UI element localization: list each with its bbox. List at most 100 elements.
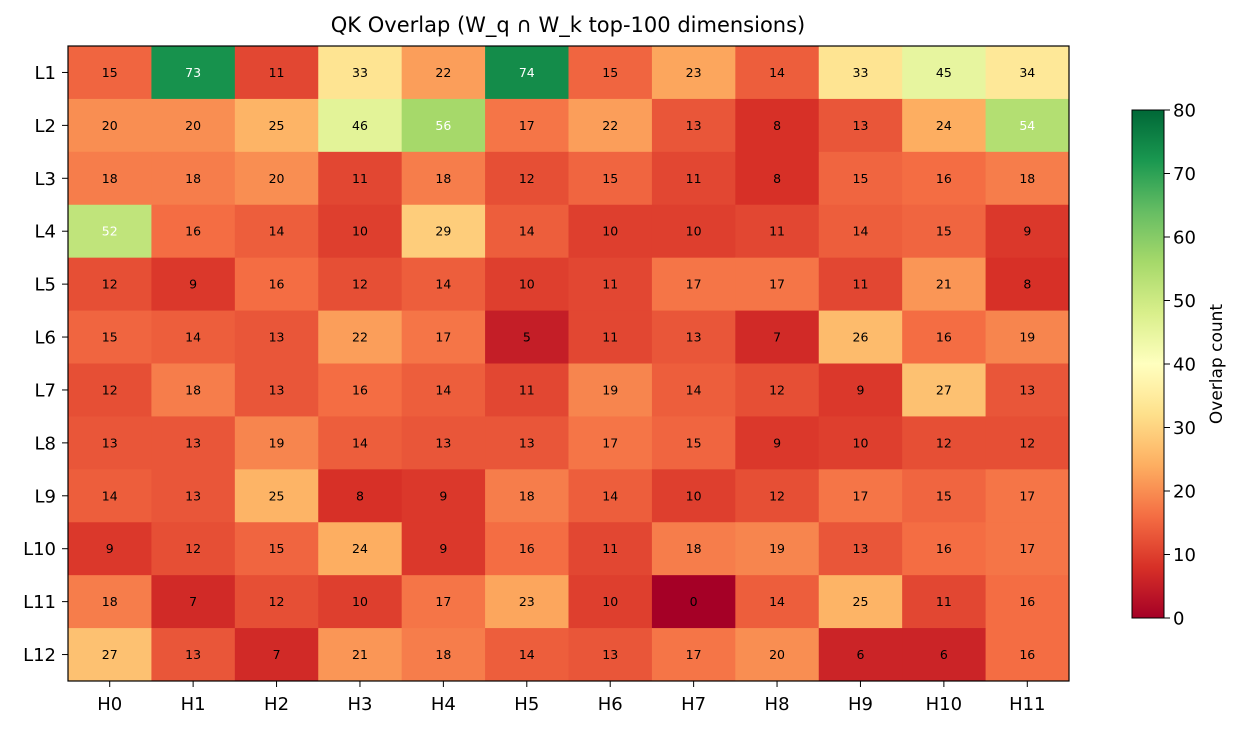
x-tick-label: H3 (347, 694, 372, 715)
cell-value-label: 27 (102, 647, 118, 662)
cell-value-label: 17 (435, 594, 451, 609)
cell-value-label: 17 (1019, 541, 1035, 556)
heatmap-cell (151, 98, 236, 153)
cell-value-label: 9 (439, 488, 447, 503)
heatmap-cell (401, 628, 486, 682)
heatmap-cell (68, 363, 152, 417)
heatmap-cell (485, 204, 569, 259)
heatmap-cell (234, 575, 319, 629)
cell-value-label: 11 (853, 277, 869, 292)
cell-value-label: 12 (1019, 435, 1035, 450)
heatmap-cell (568, 522, 653, 576)
heatmap-cell (318, 46, 403, 100)
cell-value-label: 12 (769, 488, 785, 503)
heatmap-cell (151, 522, 236, 576)
cell-value-label: 16 (519, 541, 535, 556)
x-tick-label: H6 (598, 694, 623, 715)
cell-value-label: 26 (853, 330, 869, 345)
heatmap-cell (151, 416, 236, 470)
colorbar-tick-label: 60 (1173, 228, 1196, 249)
cell-value-label: 16 (936, 541, 952, 556)
cell-value-label: 15 (602, 171, 618, 186)
heatmap-cell (68, 98, 152, 153)
cell-value-label: 12 (269, 594, 285, 609)
x-tick-label: H4 (431, 694, 456, 715)
heatmap-cell (234, 257, 319, 312)
cell-value-label: 13 (185, 435, 201, 450)
heatmap-cell (985, 522, 1070, 576)
heatmap-cell (401, 575, 486, 629)
heatmap-cell (985, 98, 1070, 153)
cell-value-label: 15 (102, 65, 118, 80)
heatmap-cell (902, 363, 987, 417)
heatmap-cell (735, 416, 820, 470)
heatmap-cell (318, 257, 403, 312)
cell-value-label: 14 (602, 488, 618, 503)
heatmap-cell (485, 469, 569, 523)
cell-value-label: 11 (769, 224, 785, 239)
colorbar-scale (1131, 109, 1165, 619)
cell-value-label: 14 (102, 488, 118, 503)
cell-value-label: 15 (936, 488, 952, 503)
cell-value-label: 17 (1019, 488, 1035, 503)
cell-value-label: 19 (1019, 330, 1035, 345)
heatmap-cell (818, 204, 903, 259)
cell-value-label: 14 (769, 594, 785, 609)
cell-value-label: 33 (853, 65, 869, 80)
x-tick-label: H11 (1009, 694, 1045, 715)
colorbar-tick-label: 50 (1173, 291, 1196, 312)
cell-value-label: 14 (686, 382, 702, 397)
heatmap-cell (902, 257, 987, 312)
x-tick-label: H1 (181, 694, 206, 715)
heatmap-cell (401, 310, 486, 364)
heatmap-cell (735, 310, 820, 364)
colorbar-tick-label: 20 (1173, 482, 1196, 503)
heatmap-cell (68, 522, 152, 576)
y-tick-label: L5 (35, 275, 56, 296)
colorbar: 0 10 20 30 40 50 60 70 80 (1131, 101, 1196, 630)
heatmap-cell (818, 98, 903, 153)
cell-value-label: 24 (352, 541, 368, 556)
heatmap-cell (318, 363, 403, 417)
cell-value-label: 9 (856, 382, 864, 397)
cell-value-label: 18 (435, 171, 451, 186)
heatmap-cell (318, 98, 403, 153)
cell-value-label: 7 (273, 647, 281, 662)
cell-value-label: 11 (352, 171, 368, 186)
cell-value-label: 0 (690, 594, 698, 609)
heatmap-cell (818, 257, 903, 312)
y-tick-label: L3 (35, 169, 56, 190)
cell-value-label: 54 (1019, 118, 1035, 133)
heatmap-cell (735, 257, 820, 312)
heatmap-cell (985, 363, 1070, 417)
heatmap-cell (568, 46, 653, 100)
heatmap-cell (902, 628, 987, 682)
heatmap-cell (651, 363, 736, 417)
colorbar-label: Overlap count (1207, 304, 1227, 425)
heatmap-cell (651, 575, 736, 629)
cell-value-label: 20 (102, 118, 118, 133)
heatmap-cell (568, 257, 653, 312)
heatmap-cell (985, 46, 1070, 100)
cell-value-label: 13 (185, 647, 201, 662)
x-tick-label: H10 (926, 694, 962, 715)
heatmap-cell (985, 416, 1070, 470)
y-tick-label: L12 (23, 645, 56, 666)
heatmap-cell (485, 575, 569, 629)
heatmap-cell (651, 257, 736, 312)
x-tick-label: H2 (264, 694, 289, 715)
cell-value-label: 25 (269, 488, 285, 503)
heatmap-cell (985, 257, 1070, 312)
cell-value-label: 12 (352, 277, 368, 292)
heatmap-cell (401, 46, 486, 100)
cell-value-label: 20 (269, 171, 285, 186)
colorbar-tick-label: 10 (1173, 545, 1196, 566)
heatmap-cell (318, 469, 403, 523)
cell-value-label: 56 (435, 118, 451, 133)
cell-value-label: 16 (936, 171, 952, 186)
heatmap-cell (651, 310, 736, 364)
heatmap-cell (151, 628, 236, 682)
cell-value-label: 12 (102, 382, 118, 397)
heatmap-cell (234, 522, 319, 576)
